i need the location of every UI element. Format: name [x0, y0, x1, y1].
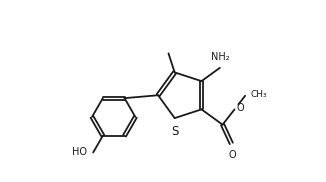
- Text: O: O: [228, 150, 236, 160]
- Text: NH₂: NH₂: [211, 52, 230, 62]
- Text: HO: HO: [72, 147, 87, 157]
- Text: O: O: [236, 103, 244, 113]
- Text: CH₃: CH₃: [250, 90, 267, 99]
- Text: S: S: [172, 125, 179, 139]
